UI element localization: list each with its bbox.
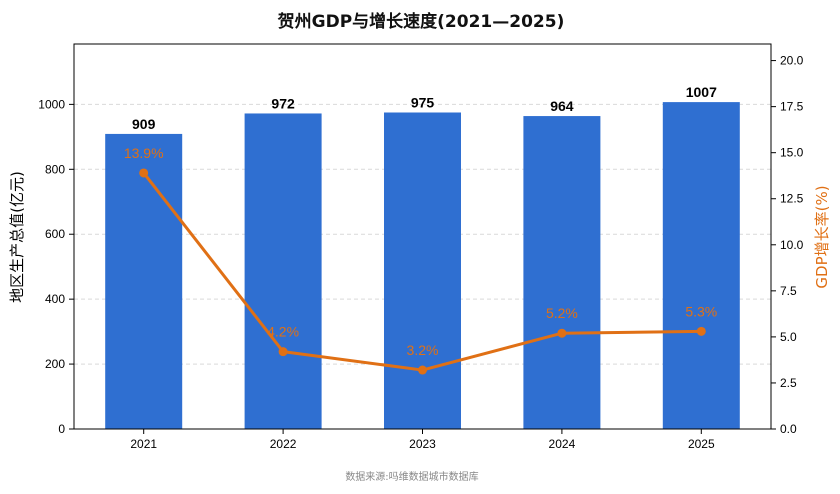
y-tick-label: 0 bbox=[58, 422, 65, 436]
gdp-bar bbox=[384, 112, 461, 430]
x-tick-label: 2021 bbox=[130, 437, 157, 451]
gdp-bar-label: 1007 bbox=[686, 84, 717, 100]
gdp-bar-label: 975 bbox=[411, 94, 435, 110]
gdp-bar bbox=[523, 116, 601, 429]
growth-point-label: 5.3% bbox=[685, 303, 717, 319]
gdp-bars bbox=[105, 102, 740, 430]
growth-point-label: 5.2% bbox=[546, 305, 578, 321]
gdp-bar bbox=[662, 102, 740, 429]
growth-line-layer bbox=[139, 168, 706, 375]
gdp-bar-label: 909 bbox=[132, 116, 156, 132]
growth-point-label: 13.9% bbox=[124, 145, 164, 161]
y2-axis-label: GDP增长率(%) bbox=[813, 185, 831, 288]
gdp-bar-label: 964 bbox=[550, 98, 574, 114]
chart-title: 贺州GDP与增长速度(2021—2025) bbox=[277, 11, 565, 32]
y2-tick-label: 15.0 bbox=[780, 146, 804, 160]
y2-tick-label: 20.0 bbox=[780, 54, 804, 68]
y2-axis-ticks: 0.0 2.5 5.0 7.5 10.0 12.5 15.0 17.5 20.0 bbox=[771, 54, 804, 436]
y-axis-ticks: 0 200 400 600 800 1000 bbox=[38, 97, 74, 436]
y-tick-label: 400 bbox=[45, 292, 65, 306]
y2-tick-label: 10.0 bbox=[780, 238, 804, 252]
y-axis-label: 地区生产总值(亿元) bbox=[8, 171, 26, 303]
y-tick-label: 1000 bbox=[38, 97, 65, 111]
gdp-bar-label: 972 bbox=[271, 95, 295, 111]
x-tick-label: 2022 bbox=[270, 437, 297, 451]
y-tick-label: 800 bbox=[45, 162, 65, 176]
gdp-bar bbox=[244, 113, 322, 429]
growth-point bbox=[696, 326, 706, 336]
x-tick-label: 2025 bbox=[688, 437, 715, 451]
x-axis-ticks: 2021 2022 2023 2024 2025 bbox=[130, 429, 715, 451]
y-tick-label: 600 bbox=[45, 227, 65, 241]
x-tick-label: 2023 bbox=[409, 437, 436, 451]
growth-point bbox=[139, 168, 149, 178]
y2-tick-label: 5.0 bbox=[780, 330, 797, 344]
growth-point bbox=[418, 365, 427, 375]
y2-tick-label: 0.0 bbox=[780, 422, 797, 436]
growth-point bbox=[557, 328, 567, 338]
x-tick-label: 2024 bbox=[549, 437, 576, 451]
y2-tick-label: 17.5 bbox=[780, 100, 804, 114]
source-note: 数据来源:吗维数据城市数据库 bbox=[345, 470, 478, 483]
gdp-bar bbox=[105, 133, 183, 429]
growth-point bbox=[278, 347, 288, 357]
growth-line-labels: 13.9% 4.2% 3.2% 5.2% 5.3% bbox=[124, 145, 717, 358]
gdp-bar-labels: 909 972 975 964 1007 bbox=[132, 84, 717, 132]
growth-point-label: 4.2% bbox=[267, 324, 299, 340]
y2-tick-label: 2.5 bbox=[780, 376, 797, 390]
y2-tick-label: 7.5 bbox=[780, 284, 797, 298]
growth-point-label: 3.2% bbox=[407, 342, 439, 358]
y2-tick-label: 12.5 bbox=[780, 192, 804, 206]
y-tick-label: 200 bbox=[45, 357, 65, 371]
